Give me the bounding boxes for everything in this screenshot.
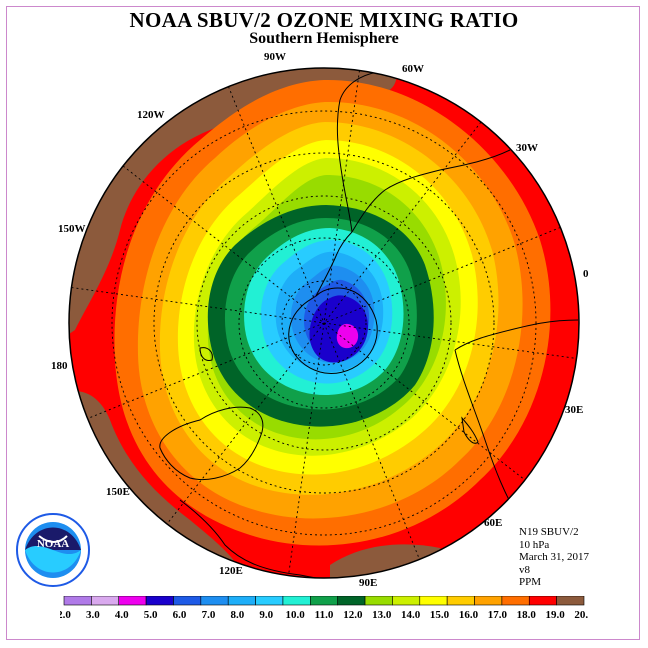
meridian-line: [287, 68, 361, 578]
latitude-circle-70: [238, 237, 410, 409]
brown-patch-south: [330, 544, 441, 578]
longitude-label-30e: 30E: [565, 404, 584, 416]
latitude-circle-60: [196, 195, 452, 451]
band-magenta: [336, 323, 359, 349]
australia-coastline: [159, 406, 264, 481]
colorbar-tick-label: 17.0: [488, 609, 508, 621]
colorbar-tick-label: 7.0: [202, 609, 216, 621]
colorbar-swatch: [392, 596, 421, 606]
antarctica-coastline: [288, 287, 378, 375]
date-label: March 31, 2017: [519, 551, 589, 563]
map-subtitle: Southern Hemisphere: [249, 30, 399, 47]
version-label: v8: [519, 563, 530, 576]
colorbar-tick-label: 5.0: [144, 609, 158, 621]
colorbar-tick-label: 8.0: [230, 609, 244, 621]
map-boundary: [68, 67, 580, 579]
noaa-logo-text: NOAA: [37, 538, 69, 550]
colorbar-swatch: [173, 596, 202, 606]
latitude-circle-80: [281, 280, 367, 366]
longitude-label-120e: 120E: [219, 565, 243, 577]
colorbar-swatch: [282, 596, 311, 606]
latitude-circle-50: [153, 152, 495, 494]
colorbar-swatch: [63, 596, 92, 606]
meridian-lines: [69, 68, 579, 578]
south-america-east-coastline: [351, 149, 511, 233]
colorbar-tick-label: 2.0: [60, 609, 71, 621]
colorbar-swatch: [255, 596, 284, 606]
colorbar-tick-label: 11.0: [315, 609, 334, 621]
colorbar-tick-label: 18.0: [517, 609, 537, 621]
longitude-label-180: 180: [51, 360, 68, 372]
noaa-logo: NOAA: [16, 513, 90, 587]
colorbar-tick-label: 4.0: [115, 609, 129, 621]
colorbar-swatch: [118, 596, 147, 606]
new-zealand-coastline: [199, 347, 213, 361]
antarctic-peninsula-coastline: [315, 231, 353, 297]
colorbar-swatch: [364, 596, 393, 606]
colorbar-swatch: [310, 596, 338, 606]
meridian-line: [82, 225, 566, 421]
map-title: NOAA SBUV/2 OZONE MIXING RATIO: [129, 8, 519, 32]
longitude-label-120w: 120W: [137, 109, 165, 121]
meridian-line: [69, 286, 579, 360]
colorbar-swatch: [528, 596, 557, 606]
colorbar-swatch: [337, 596, 366, 606]
colorbar-swatch: [556, 596, 585, 606]
color-scale-bar: 2.0 3.0 4.0 5.0 6.0 7.0 8.0 9.0 10.0 11.0 12.0 13.0…: [60, 596, 588, 621]
longitude-label-30w: 30W: [516, 142, 538, 154]
units-label: PPM: [519, 576, 542, 588]
colorbar-tick-label: 14.0: [401, 609, 421, 621]
colorbar-swatch: [419, 596, 448, 606]
colorbar-tick-label: 12.0: [343, 609, 363, 621]
colorbar-swatch: [501, 596, 530, 606]
colorbar-tick-label: 6.0: [173, 609, 187, 621]
longitude-label-0: 0: [583, 268, 589, 280]
colorbar-swatch: [227, 596, 256, 606]
south-america-coastline: [336, 71, 379, 233]
asia-coastline: [179, 499, 346, 578]
colorbar-tick-label: 9.0: [259, 609, 273, 621]
latitude-circle-40: [111, 110, 537, 536]
colorbar-swatch: [200, 596, 229, 606]
colorbar-tick-label: 15.0: [430, 609, 450, 621]
colorbar-swatch: [145, 596, 174, 606]
longitude-label-90w: 90W: [264, 51, 286, 63]
longitude-label-150e: 150E: [106, 486, 130, 498]
colorbar-tick-label: 3.0: [86, 609, 100, 621]
longitude-label-60e: 60E: [484, 517, 503, 529]
colorbar-swatch: [446, 596, 475, 606]
colorbar-tick-label: 20.0: [574, 609, 588, 621]
longitude-label-60w: 60W: [402, 63, 424, 75]
longitude-label-150w: 150W: [58, 223, 86, 235]
africa-coastline: [454, 319, 579, 521]
colorbar-tick-label: 19.0: [545, 609, 565, 621]
madagascar-coastline: [461, 416, 479, 444]
colorbar-tick-label: 16.0: [459, 609, 479, 621]
colorbar-swatch: [474, 596, 503, 606]
product-info: N19 SBUV/2 10 hPa March 31, 2017 v8 PPM: [519, 526, 589, 589]
pressure-level-label: 10 hPa: [519, 538, 550, 551]
colorbar-tick-label: 10.0: [285, 609, 305, 621]
colorbar-tick-label: 13.0: [372, 609, 392, 621]
longitude-label-90e: 90E: [359, 577, 378, 589]
colorbar-swatch: [91, 596, 120, 606]
instrument-label: N19 SBUV/2: [519, 526, 579, 538]
figure-frame: [6, 6, 640, 640]
